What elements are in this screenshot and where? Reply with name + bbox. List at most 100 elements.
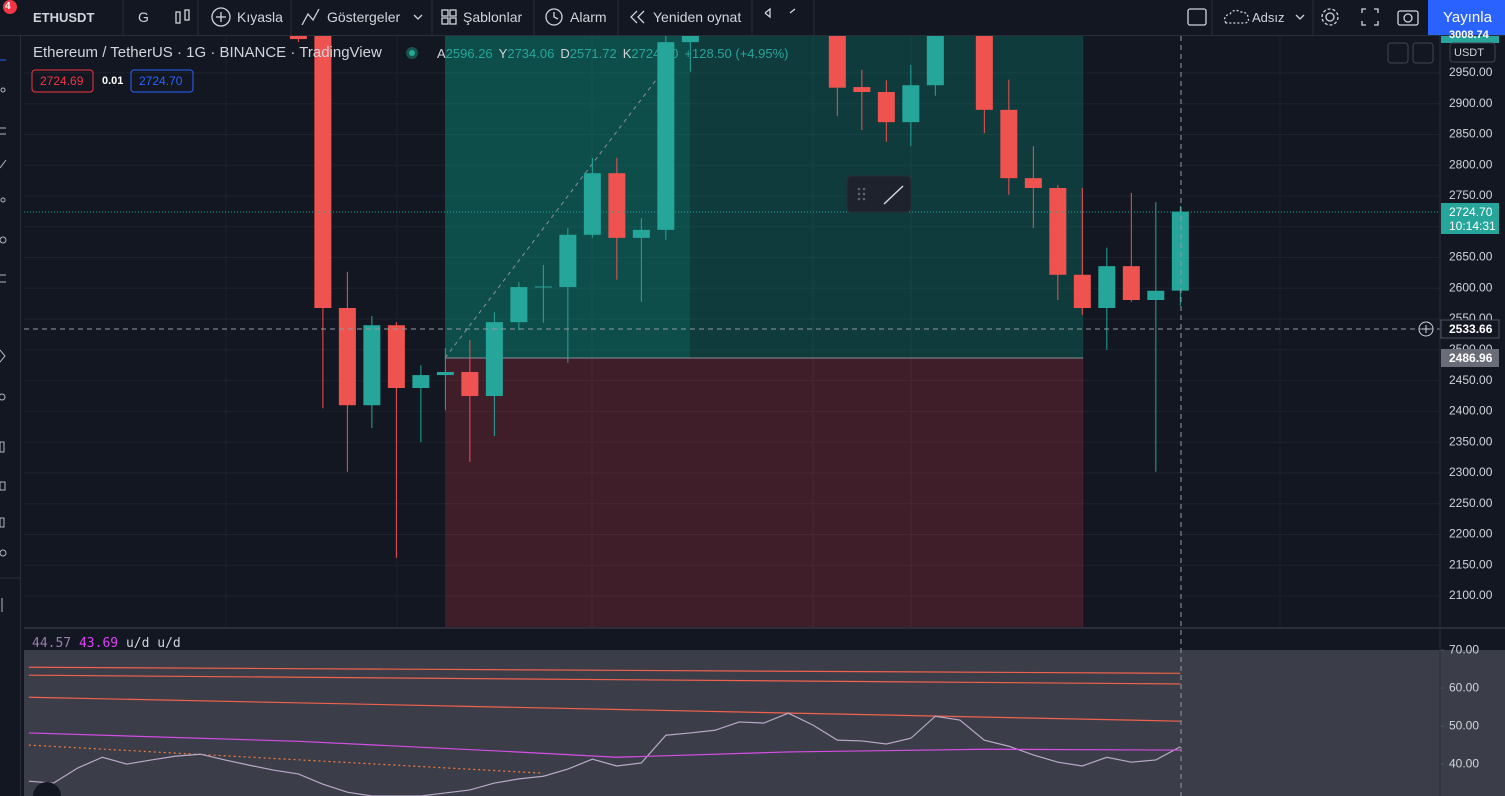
countdown: 10:14:31 xyxy=(1449,219,1496,233)
grip xyxy=(862,192,866,196)
indicator-value: 43.69 xyxy=(78,636,119,651)
grip xyxy=(862,187,866,191)
y-tick-label: 2300.00 xyxy=(1449,465,1493,479)
compare[interactable]: Kıyasla xyxy=(237,9,283,25)
ohlc-label: Y xyxy=(498,46,508,61)
candle-body xyxy=(534,286,552,288)
candle-body xyxy=(902,85,920,123)
y-tick-label: 50.00 xyxy=(1449,718,1479,732)
top-price: 3008.74 xyxy=(1449,29,1489,41)
y-tick-label: 2100.00 xyxy=(1449,588,1493,602)
ohlc: A2596.26 Y2734.06 D2571.72 K2724.70 +128.50 … xyxy=(437,46,788,62)
publish[interactable]: Yayınla xyxy=(1443,9,1492,26)
ohlc-value: 2724.70 xyxy=(631,46,679,61)
y-tick-label: 2150.00 xyxy=(1449,557,1493,571)
candle-body xyxy=(289,36,307,40)
loss-zone xyxy=(445,358,1083,628)
grip xyxy=(857,197,861,201)
candle-body xyxy=(583,173,601,235)
add-button[interactable] xyxy=(1418,321,1434,337)
candle-body xyxy=(485,322,503,396)
currency-box[interactable] xyxy=(1449,42,1496,63)
change: +128.50 (+4.95%) xyxy=(684,46,789,61)
y-tick-label: 40.00 xyxy=(1449,756,1479,770)
candle-body xyxy=(828,36,846,88)
currency[interactable]: USDT xyxy=(1454,47,1484,59)
notification-count: 4 xyxy=(5,1,11,12)
candle-body xyxy=(1098,266,1116,308)
buy-box[interactable] xyxy=(130,69,194,93)
indicator-value: 44.57 xyxy=(32,636,72,651)
candle-body xyxy=(1171,211,1189,291)
candle-body xyxy=(1024,178,1042,188)
y-tick-label: 2250.00 xyxy=(1449,496,1493,510)
candle-body xyxy=(1147,290,1165,300)
indicator-legend: 44.57 43.69 u/d u/d xyxy=(32,636,181,652)
scroll-button[interactable] xyxy=(33,782,61,796)
y-tick-label: 2800.00 xyxy=(1449,157,1493,171)
candle-body xyxy=(657,42,675,230)
candle-body xyxy=(926,36,944,86)
alert[interactable]: Alarm xyxy=(570,9,607,25)
indicators[interactable]: Göstergeler xyxy=(327,9,401,25)
y-tick-label: 2750.00 xyxy=(1449,188,1493,202)
candle-body xyxy=(1073,274,1091,308)
symbol-name: Ethereum / TetherUS xyxy=(33,44,173,61)
reset-button[interactable] xyxy=(1412,42,1434,64)
y-tick-label: 2400.00 xyxy=(1449,404,1493,418)
y-tick-label: 2950.00 xyxy=(1449,65,1493,79)
indicator-line xyxy=(28,696,1181,722)
crosshair-price: 2533.66 xyxy=(1449,322,1493,336)
candle-body xyxy=(436,372,454,376)
candle-body xyxy=(1000,109,1018,179)
trend-icon[interactable] xyxy=(883,185,904,205)
replay[interactable]: Yeniden oynat xyxy=(653,9,742,25)
indicator-line xyxy=(28,666,1181,674)
candle-body xyxy=(559,234,577,288)
toolbar-separators xyxy=(122,0,1314,35)
grip xyxy=(857,192,861,196)
candle-body xyxy=(363,325,381,406)
ohlc-label: D xyxy=(560,46,570,61)
chart-legend: Ethereum / TetherUS · 1G · BINANCE · Tra… xyxy=(33,44,382,61)
interval[interactable]: G xyxy=(138,9,149,25)
buy-price[interactable]: 2724.70 xyxy=(139,74,183,88)
templates[interactable]: Şablonlar xyxy=(463,9,523,25)
y-tick-label: 70.00 xyxy=(1449,642,1479,656)
symbol[interactable]: ETHUSDT xyxy=(33,10,95,25)
interval: 1G xyxy=(186,44,207,61)
candle-body xyxy=(681,36,699,43)
sell-box[interactable] xyxy=(31,69,94,93)
ohlc-label: A xyxy=(437,46,446,61)
last-price: 2724.70 xyxy=(1449,205,1493,219)
trade-path xyxy=(444,71,663,359)
candle-body xyxy=(412,375,430,388)
status-dot xyxy=(409,50,415,56)
floating-toolbar[interactable] xyxy=(846,175,912,213)
last-price-box xyxy=(1441,203,1499,234)
ohlc-label: K xyxy=(622,46,632,61)
notification-badge xyxy=(3,0,17,14)
spread: 0.01 xyxy=(102,75,124,87)
sell-price[interactable]: 2724.69 xyxy=(40,74,84,88)
indicator-line xyxy=(28,712,1181,796)
exchange: BINANCE xyxy=(219,44,287,61)
layout-name[interactable]: Adsız xyxy=(1252,10,1285,25)
candle-body xyxy=(461,372,479,396)
grip xyxy=(862,197,866,201)
indicator-line xyxy=(28,732,1181,758)
ohlc-value: 2734.06 xyxy=(507,46,555,61)
candle-body xyxy=(877,92,895,123)
y-tick-label: 2600.00 xyxy=(1449,280,1493,294)
candle-body xyxy=(608,173,626,238)
scroll-button[interactable] xyxy=(1387,42,1409,64)
entry-price: 2486.96 xyxy=(1449,351,1493,365)
candle-body xyxy=(853,87,871,92)
candle-body xyxy=(387,325,405,388)
toolbar-icons xyxy=(175,7,1419,27)
candle-body xyxy=(632,229,650,238)
publish-button[interactable] xyxy=(1428,0,1505,35)
crosshair-box xyxy=(1440,319,1500,339)
